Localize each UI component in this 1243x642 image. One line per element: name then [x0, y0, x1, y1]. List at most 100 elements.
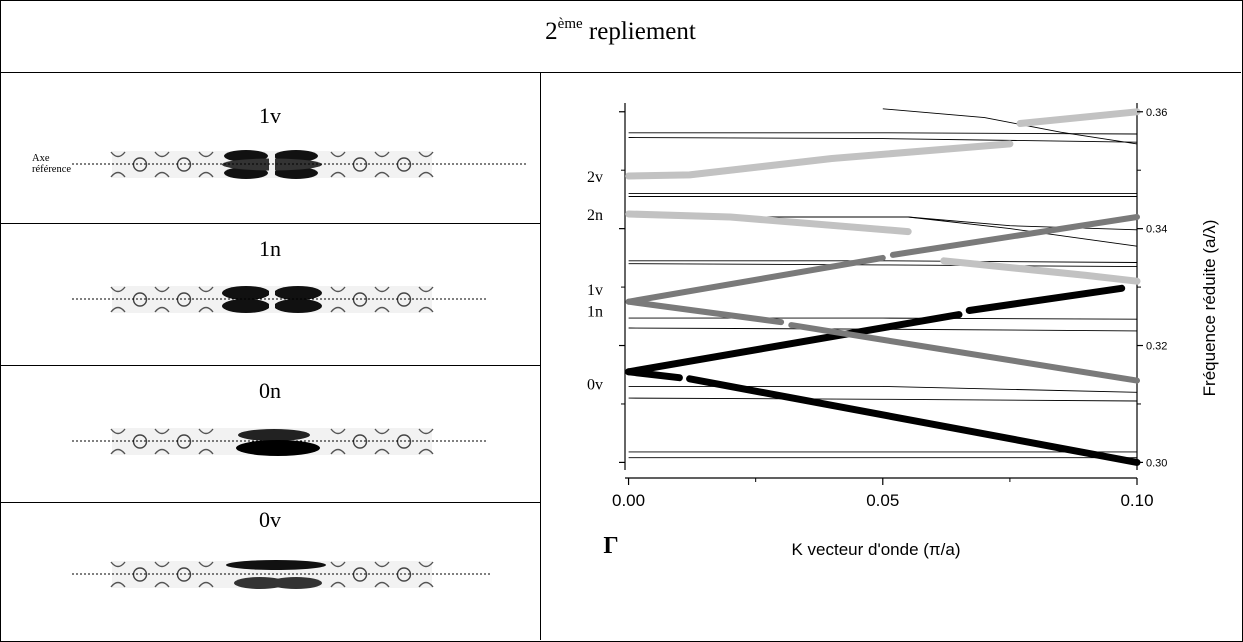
- lattice-arc: [330, 151, 346, 158]
- y-axis-title: Fréquence réduite (a/λ): [1200, 220, 1219, 397]
- mode-dispersion-line: [1016, 108, 1141, 127]
- band-curve: [628, 260, 1138, 263]
- lattice-arc: [198, 286, 214, 293]
- title-prefix: 2: [545, 18, 558, 45]
- y-tick-label: 0.36: [1146, 107, 1167, 119]
- title-superscript: ème: [557, 16, 583, 32]
- field-lobe: [274, 286, 322, 300]
- mode-dispersion-line: [965, 284, 1126, 314]
- band-curve: [628, 137, 1138, 143]
- mode-panel-1v: 1v Axe référence: [0, 73, 540, 224]
- mode-label: 0v: [587, 377, 603, 394]
- lattice-arc: [110, 171, 126, 178]
- lattice-arc: [154, 151, 170, 158]
- mode-label: 2v: [587, 169, 603, 186]
- lattice-arc: [330, 428, 346, 435]
- band-curve: [628, 132, 1138, 135]
- field-lobe: [222, 299, 270, 313]
- lattice-arc: [374, 581, 390, 588]
- band-curve: [628, 317, 1138, 320]
- lattice-arc: [330, 448, 346, 455]
- field-map-0n: [72, 428, 486, 456]
- x-tick-label: 0.00: [612, 491, 645, 510]
- y-tick-label: 0.30: [1146, 457, 1167, 469]
- lattice-arc: [330, 581, 346, 588]
- mode-panel-1n: 1n: [0, 224, 540, 366]
- lattice-arc: [418, 151, 434, 158]
- field-lobe: [274, 299, 322, 313]
- mode-dispersion-line: [940, 257, 1141, 285]
- field-map-1v: [72, 150, 527, 179]
- field-lobe: [234, 577, 286, 589]
- mode-panel-label: 0n: [259, 378, 281, 403]
- lattice-arc: [418, 581, 434, 588]
- lattice-arc: [154, 428, 170, 435]
- lattice-arc: [418, 306, 434, 313]
- lattice-arc: [154, 171, 170, 178]
- lattice-arc: [198, 428, 214, 435]
- mode-dispersion-line: [788, 322, 1140, 384]
- mode-label: 1v: [587, 282, 603, 299]
- lattice-arc: [198, 448, 214, 455]
- gamma-point-label: Γ: [603, 533, 618, 559]
- lattice-arc: [374, 151, 390, 158]
- lattice-arc: [110, 151, 126, 158]
- band-curve: [908, 216, 1138, 231]
- lattice-arc: [154, 581, 170, 588]
- lattice-arc: [418, 171, 434, 178]
- mode-panel-0v: 0v: [0, 503, 540, 640]
- field-map-0v: [72, 560, 492, 589]
- field-map-1n: [72, 286, 486, 313]
- lattice-arc: [418, 428, 434, 435]
- lattice-arc: [154, 448, 170, 455]
- mode-panel-0n: 0n: [0, 366, 540, 503]
- mode-label: 1n: [587, 303, 603, 320]
- lattice-arc: [374, 448, 390, 455]
- figure-title: 2ème repliement: [0, 16, 1241, 46]
- lattice-arc: [154, 561, 170, 568]
- lattice-arc: [110, 561, 126, 568]
- band-curve: [628, 385, 1138, 393]
- field-lobe: [238, 429, 310, 441]
- column-divider: [540, 72, 541, 640]
- lattice-arc: [110, 428, 126, 435]
- lattice-arc: [110, 581, 126, 588]
- mode-dispersion-line: [625, 254, 886, 305]
- field-lobe: [270, 577, 322, 589]
- x-tick-label: 0.05: [866, 491, 899, 510]
- lattice-arc: [110, 448, 126, 455]
- band-curve: [628, 263, 1138, 268]
- lattice-arc: [330, 306, 346, 313]
- mode-dispersion-line: [625, 140, 1014, 180]
- lattice-arc: [198, 151, 214, 158]
- band-diagram-chart: 0.00 0.05 0.10 0.30 0.32 0.34 0.36 2v 2n 1v 1n 0v…: [587, 103, 1219, 559]
- lattice-arc: [110, 286, 126, 293]
- lattice-arc: [374, 286, 390, 293]
- lattice-arc: [374, 306, 390, 313]
- lattice-arc: [198, 581, 214, 588]
- mode-dispersion-line: [625, 298, 785, 326]
- lattice-arc: [110, 306, 126, 313]
- y-tick-label: 0.34: [1146, 224, 1167, 236]
- axis-reference-label: Axe référence: [32, 153, 71, 175]
- lattice-arc: [374, 561, 390, 568]
- mode-dispersion-line: [889, 214, 1140, 258]
- field-lobe: [236, 440, 320, 456]
- lattice-arc: [198, 306, 214, 313]
- mode-dispersion-line: [625, 210, 912, 236]
- axis-reference-line-2: référence: [32, 164, 72, 175]
- x-tick-label: 0.10: [1120, 491, 1153, 510]
- mode-dispersion-line: [686, 375, 1141, 466]
- lattice-arc: [198, 561, 214, 568]
- lattice-arc: [198, 171, 214, 178]
- mode-label: 2n: [587, 207, 603, 224]
- lattice-arc: [330, 286, 346, 293]
- title-row: 2ème repliement: [0, 0, 1241, 73]
- lattice-arc: [418, 286, 434, 293]
- lattice-arc: [418, 561, 434, 568]
- field-lobe: [222, 286, 270, 300]
- mode-panel-label: 0v: [259, 507, 281, 532]
- mode-panel-label: 1v: [259, 103, 281, 128]
- mode-panel-label: 1n: [259, 236, 281, 261]
- lattice-arc: [374, 171, 390, 178]
